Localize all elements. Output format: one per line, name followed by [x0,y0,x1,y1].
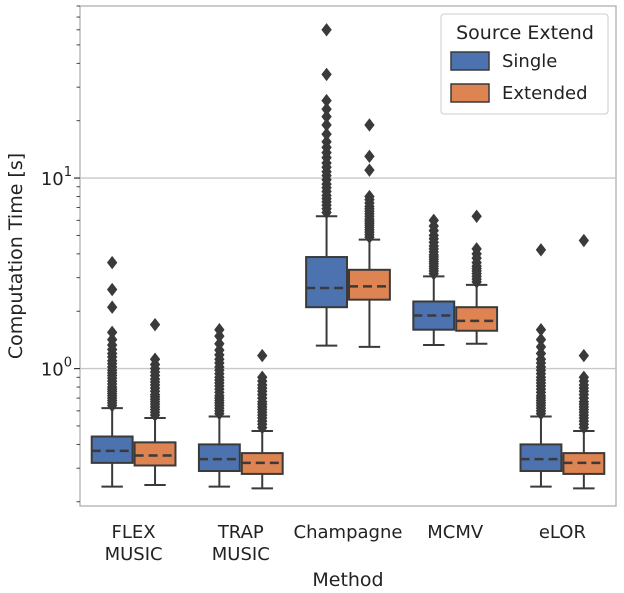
outlier-point [471,242,482,256]
y-tick-label: 100 [41,356,72,381]
box-single-4 [519,243,563,488]
x-tick-label: Champagne [294,522,403,543]
box-extended-0 [133,317,177,486]
outlier-point [214,337,225,351]
outlier-point [321,102,332,116]
legend-label-extended: Extended [502,83,588,104]
outlier-point [535,323,547,337]
box-single-2 [305,23,348,347]
x-axis-ticks: FLEX MUSIC TRAP MUSIC Champagne MCMV eLOR [105,522,586,565]
box-single-0 [90,255,134,488]
outlier-point [364,149,375,164]
outlier-point [106,300,118,314]
gridlines [80,177,616,370]
outlier-point [321,93,332,108]
outlier-point [321,135,332,149]
box-extended-1 [240,348,284,490]
outlier-point [471,209,482,223]
outlier-point [106,282,118,297]
outlier-point [364,118,375,132]
outlier-point [535,340,547,354]
outlier-point [149,352,161,366]
outlier-point [428,213,439,228]
outlier-point [106,325,118,340]
box-single-1 [197,323,241,488]
box-iqr [519,443,563,473]
legend-swatch-single [450,51,490,71]
boxes-layer [90,23,606,490]
box-extended-4 [562,233,606,490]
outlier-point [535,332,547,347]
box-iqr [197,443,241,473]
outlier-point [578,233,590,248]
x-tick-label: MCMV [427,522,484,543]
box-extended-2 [348,118,391,348]
y-tick-label: 101 [41,165,72,190]
outlier-point [364,163,375,177]
outlier-point [149,317,161,332]
legend-title: Source Extend [456,22,594,44]
outlier-point [578,348,590,363]
outlier-point [106,332,118,347]
x-tick-label: eLOR [539,522,586,543]
outlier-point [321,109,332,124]
outlier-point [321,23,332,37]
outlier-point [257,348,268,363]
legend-label-single: Single [502,51,557,72]
box-extended-3 [455,209,499,345]
box-iqr [348,268,391,301]
outlier-point [214,323,225,337]
legend: Source Extend Single Extended [440,13,609,115]
outlier-point [364,189,375,204]
legend-swatch-extended [450,83,490,103]
y-axis-ticks: 100 101 [41,5,80,503]
outlier-point [106,255,118,270]
box-single-3 [412,213,456,346]
x-tick-label: TRAP MUSIC [212,522,270,565]
x-axis-label: Method [312,569,383,591]
box-iqr [305,256,348,309]
box-iqr [133,441,177,467]
outlier-point [321,67,332,82]
outlier-point [257,370,268,384]
box-iqr [455,306,499,332]
x-tick-label: FLEX MUSIC [105,522,163,565]
outlier-point [321,118,332,132]
outlier-point [578,370,590,384]
y-axis-label: Computation Time [s] [5,153,27,359]
outlier-point [321,127,332,141]
outlier-point [535,243,547,257]
